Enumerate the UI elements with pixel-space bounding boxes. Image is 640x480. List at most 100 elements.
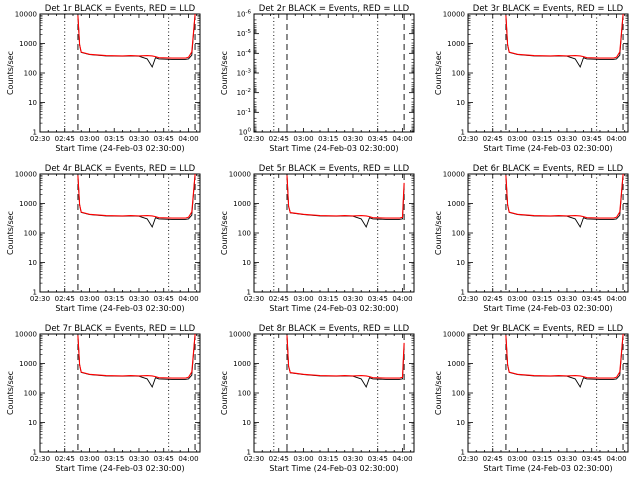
y-tick-exponent: -4 (246, 49, 252, 55)
y-tick-exponent: -6 (246, 10, 252, 16)
x-axis-label: Start Time (24-Feb-03 02:30:00) (269, 464, 398, 473)
x-tick-label: 03:15 (104, 295, 124, 303)
panel-1: Det 1r BLACK = Events, RED = LLD Start Ti… (6, 4, 201, 153)
y-tick-label: 10000 (229, 171, 251, 179)
plot-frame (253, 13, 415, 133)
y-axis-label: Counts/sec (434, 371, 443, 415)
panel-7: Det 7r BLACK = Events, RED = LLD Start Ti… (6, 324, 201, 473)
y-axis-label: Counts/sec (220, 51, 229, 95)
y-tick-label: 1000 (447, 40, 465, 48)
x-tick-label: 02:30 (244, 295, 264, 303)
y-tick-label: 1 (461, 449, 465, 457)
y-tick-label: 1 (33, 289, 37, 297)
x-tick-label: 02:45 (55, 295, 75, 303)
y-tick-base: 10 (237, 89, 246, 97)
x-tick-label: 03:15 (532, 135, 552, 143)
x-tick-label: 03:30 (343, 135, 363, 143)
panel-title: Det 3r BLACK = Events, RED = LLD (473, 4, 624, 14)
y-axis-label: Counts/sec (434, 51, 443, 95)
x-tick-label: 03:15 (532, 455, 552, 463)
x-tick-label: 03:00 (507, 295, 527, 303)
x-tick-label: 03:00 (507, 135, 527, 143)
x-tick-label: 02:45 (55, 135, 75, 143)
x-axis-label: Start Time (24-Feb-03 02:30:00) (55, 144, 184, 153)
plot-frame (253, 333, 415, 453)
x-tick-label: 03:45 (154, 135, 174, 143)
y-tick-exponent: -5 (246, 29, 252, 35)
x-tick-label: 04:00 (606, 135, 626, 143)
panel-title: Det 5r BLACK = Events, RED = LLD (259, 164, 410, 174)
y-tick-label: 10-5 (237, 29, 252, 38)
x-axis-label: Start Time (24-Feb-03 02:30:00) (483, 144, 612, 153)
x-tick-label: 02:45 (269, 135, 289, 143)
y-tick-label: 10000 (443, 11, 465, 19)
panel-9: Det 9r BLACK = Events, RED = LLD Start Ti… (434, 324, 629, 473)
y-tick-label: 100 (452, 390, 465, 398)
x-tick-label: 03:45 (582, 455, 602, 463)
x-axis-label: Start Time (24-Feb-03 02:30:00) (269, 144, 398, 153)
y-tick-label: 10 (242, 419, 251, 427)
x-tick-label: 03:45 (154, 295, 174, 303)
x-tick-label: 04:00 (392, 135, 412, 143)
y-tick-base: 10 (237, 109, 246, 117)
events-series-line (505, 14, 624, 69)
x-tick-label: 04:00 (178, 135, 198, 143)
x-tick-label: 03:00 (293, 455, 313, 463)
y-tick-label: 10 (456, 99, 465, 107)
x-axis-label: Start Time (24-Feb-03 02:30:00) (269, 304, 398, 313)
y-tick-label: 1000 (19, 360, 37, 368)
y-tick-exponent: -2 (246, 88, 251, 94)
y-axis-label: Counts/sec (6, 211, 15, 255)
plot-frame (467, 13, 629, 133)
y-axis-label: Counts/sec (6, 371, 15, 415)
y-tick-label: 1000 (233, 360, 251, 368)
x-tick-label: 02:30 (458, 295, 478, 303)
x-axis-label: Start Time (24-Feb-03 02:30:00) (55, 304, 184, 313)
plot-frame (39, 333, 201, 453)
panel-6: Det 6r BLACK = Events, RED = LLD Start Ti… (434, 164, 629, 313)
y-tick-label: 10000 (15, 171, 37, 179)
x-axis-label: Start Time (24-Feb-03 02:30:00) (483, 464, 612, 473)
y-tick-label: 1000 (233, 200, 251, 208)
y-tick-label: 100 (24, 390, 37, 398)
y-tick-label: 10-1 (237, 108, 251, 117)
y-tick-label: 10 (28, 99, 37, 107)
x-tick-label: 02:30 (458, 135, 478, 143)
x-tick-label: 04:00 (606, 295, 626, 303)
x-tick-label: 03:45 (368, 135, 388, 143)
events-series-line (77, 334, 196, 389)
x-tick-label: 03:15 (318, 295, 338, 303)
x-tick-label: 03:45 (582, 135, 602, 143)
y-tick-label: 10-4 (237, 49, 252, 58)
y-tick-label: 10-2 (237, 88, 251, 97)
plot-frame (39, 173, 201, 293)
panel-title: Det 6r BLACK = Events, RED = LLD (473, 164, 624, 174)
y-tick-label: 1000 (447, 360, 465, 368)
x-tick-label: 03:30 (557, 455, 577, 463)
y-axis-label: Counts/sec (434, 211, 443, 255)
x-tick-label: 02:45 (483, 295, 503, 303)
y-tick-label: 1 (247, 289, 251, 297)
x-tick-label: 04:00 (178, 295, 198, 303)
x-tick-label: 03:45 (368, 295, 388, 303)
y-tick-label: 1 (33, 449, 37, 457)
events-series-line (77, 14, 196, 69)
lld-series-line (286, 175, 405, 219)
x-tick-label: 03:00 (79, 455, 99, 463)
panel-4: Det 4r BLACK = Events, RED = LLD Start Ti… (6, 164, 201, 313)
x-tick-label: 02:45 (269, 295, 289, 303)
y-tick-exponent: -3 (246, 69, 252, 75)
y-tick-label: 100 (238, 390, 251, 398)
x-tick-label: 03:30 (129, 455, 149, 463)
panel-title: Det 2r BLACK = Events, RED = LLD (259, 4, 410, 14)
x-tick-label: 03:15 (318, 135, 338, 143)
y-tick-label: 10 (28, 419, 37, 427)
x-tick-label: 03:30 (557, 135, 577, 143)
x-tick-label: 03:00 (79, 135, 99, 143)
panel-title: Det 7r BLACK = Events, RED = LLD (45, 324, 196, 334)
x-tick-label: 04:00 (392, 455, 412, 463)
x-tick-label: 04:00 (178, 455, 198, 463)
lld-series-line (77, 334, 196, 379)
x-tick-label: 03:30 (557, 295, 577, 303)
